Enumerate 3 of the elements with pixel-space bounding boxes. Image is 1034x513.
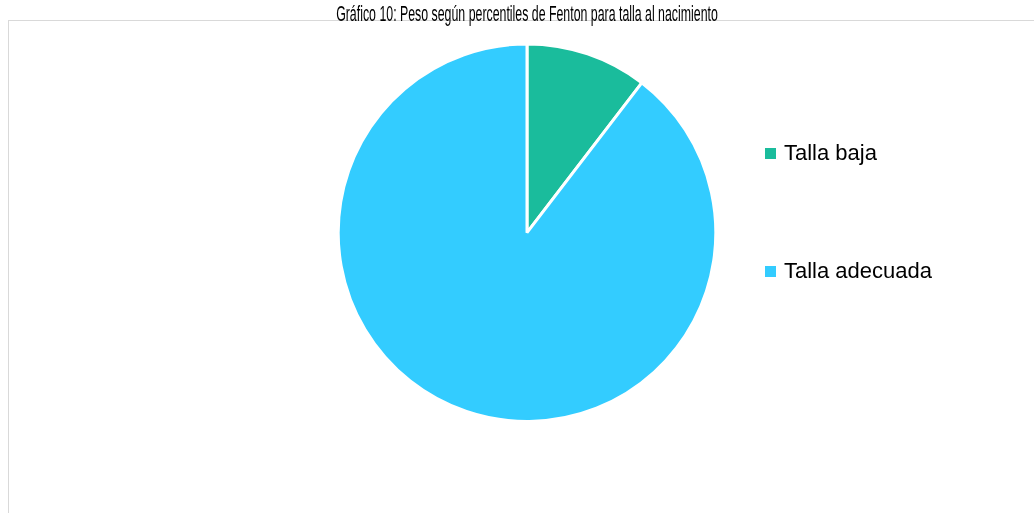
legend-label: Talla baja [784,140,877,166]
legend-label: Talla adecuada [784,258,933,284]
chart-title: Gráfico 10: Peso según percentiles de Fenton para talla al nacimiento [336,1,718,27]
